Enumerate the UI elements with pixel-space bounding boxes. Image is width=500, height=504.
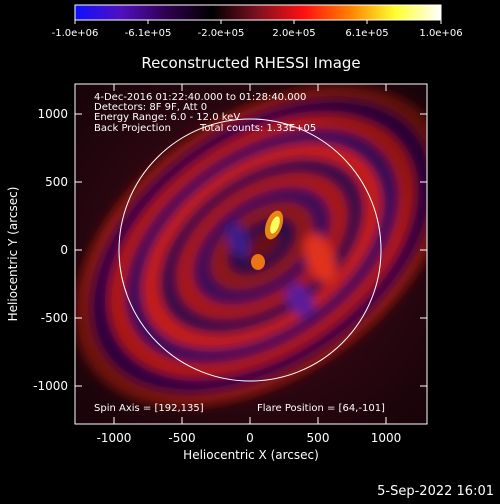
y-tick-label: 1000 <box>37 107 68 121</box>
x-tick-label: 0 <box>246 431 254 445</box>
annotation-energy: Energy Range: 6.0 - 12.0 keV <box>94 112 240 123</box>
axis-ticks: -1000 -500 0 500 1000 1000 500 0 -500 -1000 <box>33 84 427 445</box>
colorbar-tick-label: 1.0e+06 <box>419 28 462 39</box>
colorbar-tick-label: -6.1e+05 <box>125 28 172 39</box>
plot-frame <box>74 83 428 425</box>
annotation-flare-position: Flare Position = [64,-101] <box>257 403 385 414</box>
annotation-time: 4-Dec-2016 01:22:40.000 to 01:28:40.000 <box>94 92 306 103</box>
vignette <box>75 84 427 424</box>
timestamp: 5-Sep-2022 16:01 <box>377 484 494 499</box>
annotation-counts: Total counts: 1.33E+05 <box>199 123 316 134</box>
colorbar <box>74 4 442 21</box>
x-axis-label: Heliocentric X (arcsec) <box>183 448 319 462</box>
y-tick-label: 500 <box>45 175 68 189</box>
x-tick-label: 1000 <box>371 431 402 445</box>
x-tick-label: -1000 <box>97 431 132 445</box>
y-tick-label: -1000 <box>33 379 68 393</box>
image-map <box>75 84 427 424</box>
annotation-method: Back Projection <box>94 123 171 134</box>
colorbar-tick-label: 2.0e+05 <box>272 28 315 39</box>
y-tick-label: -500 <box>41 311 68 325</box>
colorbar-tick-label: 6.1e+05 <box>345 28 388 39</box>
colorbar-tick-label: -2.0e+05 <box>198 28 245 39</box>
annotation-detectors: Detectors: 8F 9F, Att 0 <box>94 102 207 113</box>
colorbar-ticks: -1.0e+06 -6.1e+05 -2.0e+05 2.0e+05 6.1e+05 1.… <box>52 20 463 39</box>
y-axis-label: Heliocentric Y (arcsec) <box>6 187 20 322</box>
plot-title: Reconstructed RHESSI Image <box>141 54 360 72</box>
y-tick-label: 0 <box>60 243 68 257</box>
colorbar-tick-label: -1.0e+06 <box>52 28 99 39</box>
x-tick-label: 500 <box>307 431 330 445</box>
x-tick-label: -500 <box>168 431 195 445</box>
solar-limb-circle <box>118 118 382 382</box>
annotation-spin-axis: Spin Axis = [192,135] <box>94 403 204 414</box>
